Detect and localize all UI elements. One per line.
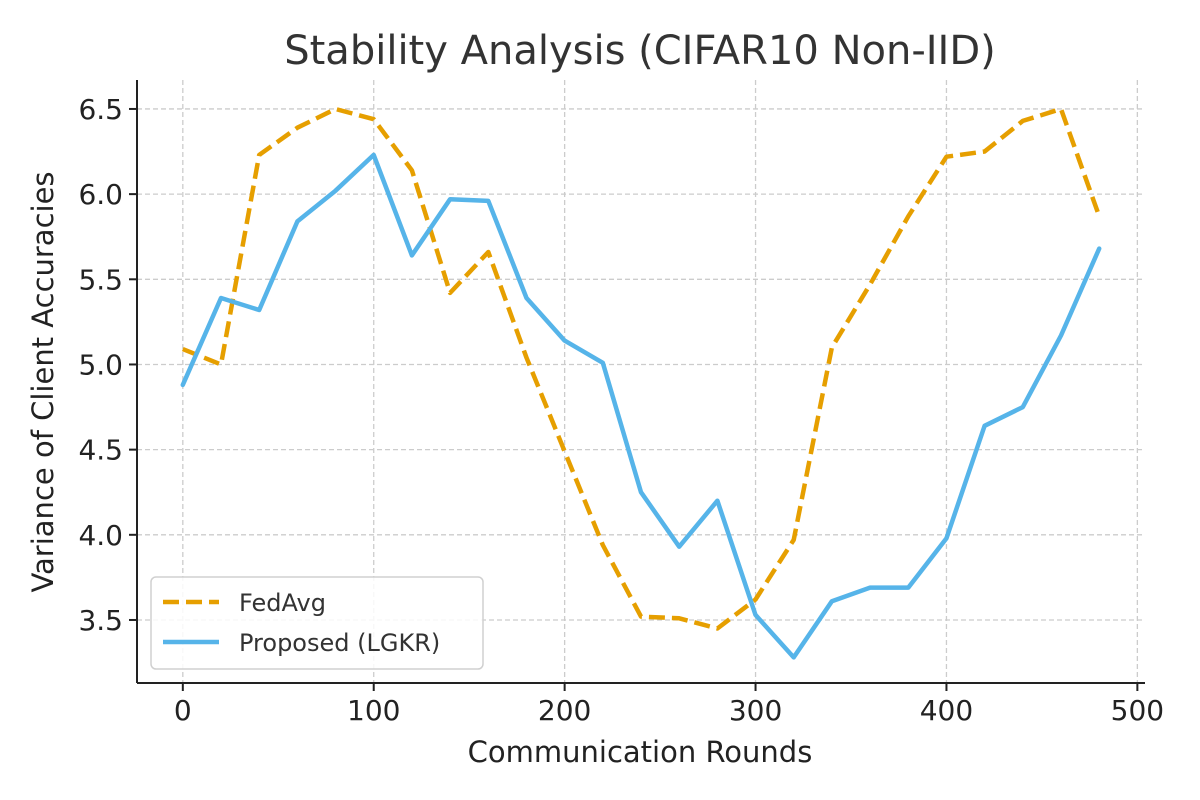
- x-tick-label: 400: [920, 694, 973, 727]
- x-tick-label: 300: [729, 694, 782, 727]
- x-axis-label: Communication Rounds: [468, 735, 813, 769]
- legend-label-1: FedAvg: [239, 589, 326, 617]
- series-lines: [180, 106, 1102, 660]
- x-tick-label: 0: [174, 694, 192, 727]
- legend-label-2: Proposed (LGKR): [239, 629, 440, 657]
- x-tick-label: 100: [347, 694, 400, 727]
- y-axis-label: Variance of Client Accuracies: [26, 171, 60, 592]
- series-line-2: [180, 152, 1102, 660]
- chart-title: Stability Analysis (CIFAR10 Non-IID): [284, 28, 996, 74]
- y-tick-label: 5.5: [78, 263, 123, 296]
- legend: FedAvg Proposed (LGKR): [150, 576, 484, 670]
- y-tick-label: 6.5: [78, 93, 123, 126]
- y-tick-label: 3.5: [78, 604, 123, 637]
- x-tick-label: 500: [1111, 694, 1164, 727]
- series-line-1: [181, 106, 1102, 631]
- legend-box: [150, 576, 484, 670]
- x-tick-label: 200: [538, 694, 591, 727]
- y-tick-label: 5.0: [78, 348, 123, 381]
- axes: 0 100 200 300 400 500 3.5 4.0 4.5 5.0 5.5 6.0 6.5: [78, 80, 1164, 727]
- y-tick-label: 4.0: [78, 519, 123, 552]
- y-tick-label: 4.5: [78, 434, 123, 467]
- y-tick-label: 6.0: [78, 178, 123, 211]
